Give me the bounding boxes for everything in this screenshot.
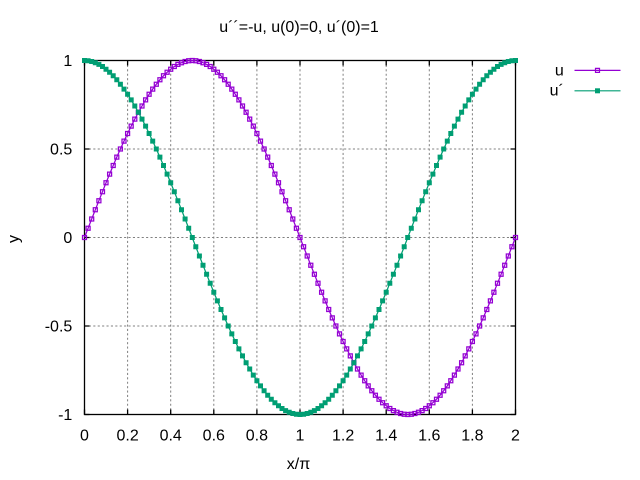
svg-text:u´´=-u, u(0)=0, u´(0)=1: u´´=-u, u(0)=0, u´(0)=1 — [219, 19, 379, 36]
svg-text:0: 0 — [63, 230, 72, 247]
svg-text:0.2: 0.2 — [116, 428, 138, 445]
svg-text:0: 0 — [80, 428, 89, 445]
svg-text:u: u — [555, 62, 564, 79]
svg-text:2: 2 — [511, 428, 520, 445]
svg-text:1.2: 1.2 — [332, 428, 354, 445]
svg-text:-0.5: -0.5 — [45, 319, 73, 336]
svg-text:1: 1 — [296, 428, 305, 445]
svg-text:1.8: 1.8 — [461, 428, 483, 445]
svg-text:0.8: 0.8 — [246, 428, 268, 445]
svg-text:0.6: 0.6 — [203, 428, 225, 445]
svg-text:x/π: x/π — [287, 456, 310, 473]
svg-text:1.4: 1.4 — [375, 428, 397, 445]
svg-text:1.6: 1.6 — [418, 428, 440, 445]
svg-text:0.5: 0.5 — [50, 142, 72, 159]
svg-text:y: y — [6, 235, 23, 243]
svg-text:u´: u´ — [550, 83, 564, 100]
svg-text:0.4: 0.4 — [160, 428, 182, 445]
svg-text:1: 1 — [63, 53, 72, 70]
svg-text:-1: -1 — [58, 407, 72, 424]
